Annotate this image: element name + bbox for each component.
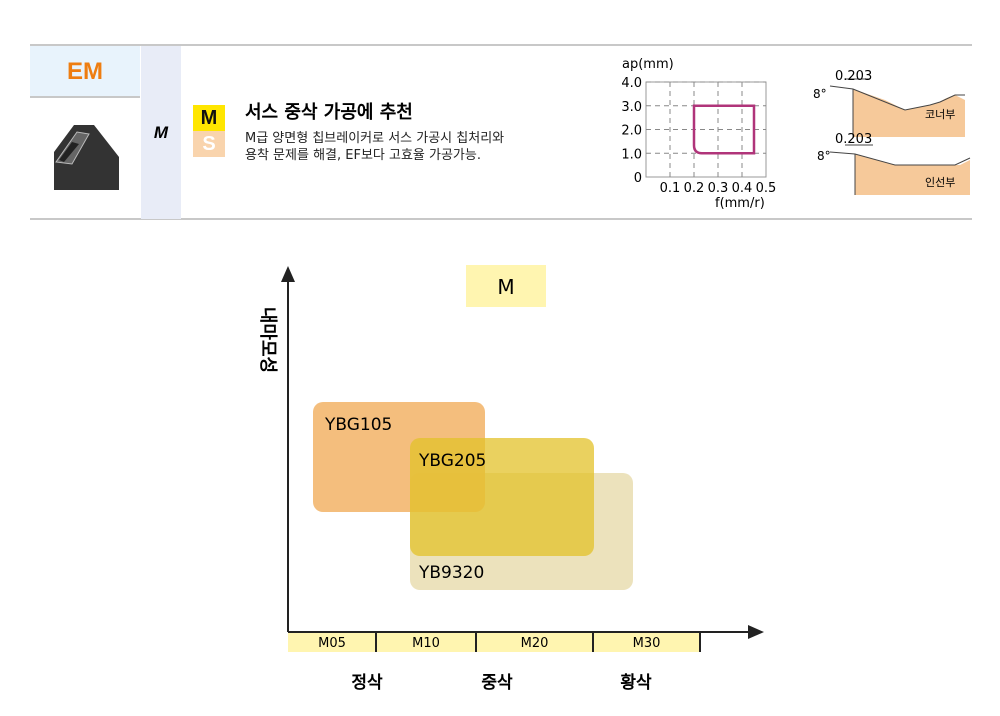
mini-xtick: 0.3 [708, 181, 729, 196]
title: 서스 중삭 가공에 추천 [245, 102, 413, 123]
mini-ytick: 1.0 [621, 147, 642, 162]
insert-image [54, 125, 119, 190]
mini-xtick: 0.1 [660, 181, 681, 196]
edge-profiles: 0.203 8° 코너부 0.203 8° 인선부 [813, 69, 971, 195]
mini-ytick: 2.0 [621, 124, 642, 139]
category-band [476, 633, 593, 652]
y-arrow-icon [281, 266, 295, 282]
mini-region [692, 104, 756, 155]
group-label: 중삭 [481, 673, 513, 693]
profile-label: 코너부 [925, 108, 955, 121]
profile-corner: 0.203 8° 코너부 [813, 69, 965, 137]
mini-ytick: 0 [634, 171, 642, 186]
desc-line: 용착 문제를 해결, EF보다 고효율 가공가능. [245, 148, 481, 163]
category-label: M30 [633, 636, 661, 651]
divider [30, 96, 140, 98]
mini-ytick: 4.0 [621, 76, 642, 91]
mini-xlabel: f(mm/r) [715, 196, 765, 211]
profile-width: 0.203 [835, 132, 872, 147]
grade-label: YBG205 [418, 451, 486, 471]
badge-s: S [193, 131, 225, 157]
chart-title-box [466, 265, 546, 307]
top-divider [30, 44, 972, 46]
mini-ylabel: ap(mm) [622, 57, 674, 72]
category-label: M20 [521, 636, 549, 651]
profile-width: 0.203 [835, 69, 872, 84]
grade-label: YB9320 [418, 563, 484, 583]
badge-m: M [193, 105, 225, 131]
group-label: 정삭 [351, 673, 383, 693]
profile-angle: 8° [813, 87, 827, 101]
mini-ytick: 3.0 [621, 100, 642, 115]
mini-xtick: 0.2 [684, 181, 705, 196]
profile-angle: 8° [817, 149, 831, 163]
x-arrow-icon [748, 625, 764, 639]
chipbreaker-code: EM [30, 46, 140, 96]
mini-chart: ap(mm) f(mm/r) 4.0 3.0 2.0 1.0 0 0.1 0.2 0.3 0.4… [621, 57, 777, 211]
mini-xtick: 0.4 [732, 181, 753, 196]
chart-title: M [497, 275, 514, 299]
category-band [593, 633, 700, 652]
iso-class: M [141, 46, 181, 219]
category-label: M10 [412, 636, 440, 651]
profile-edge: 0.203 8° 인선부 [817, 132, 971, 195]
y-axis-label: 내마모성 [257, 307, 278, 373]
grade-chart: M 내마모성 M05 M10 M20 M30 정삭 중삭 황삭 YBG105 YBG205 YB9… [257, 265, 764, 693]
category-band [288, 633, 376, 652]
mini-xtick: 0.5 [756, 181, 777, 196]
category-label: M05 [318, 636, 346, 651]
profile-label: 인선부 [925, 176, 955, 189]
grade-label: YBG105 [324, 415, 392, 435]
desc-line: M급 양면형 칩브레이커로 서스 가공시 칩처리와 [245, 131, 505, 146]
grade-box-ybg205 [410, 438, 594, 556]
group-label: 황삭 [620, 673, 652, 693]
bottom-divider [30, 218, 972, 220]
category-band [376, 633, 476, 652]
